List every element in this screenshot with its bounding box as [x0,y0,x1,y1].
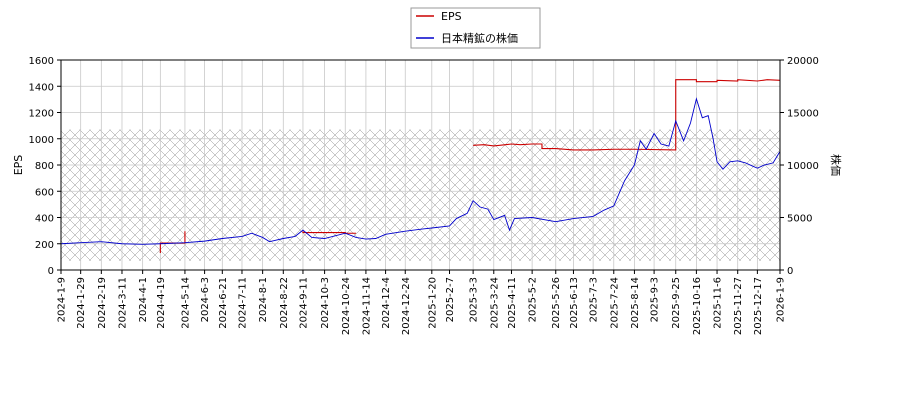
x-tick-label: 2025-9-3 [650,277,661,322]
y-right-tick-label: 15000 [787,109,819,120]
y-left-tick-label: 600 [35,187,54,198]
y-left-tick-label: 1200 [29,109,54,120]
x-tick-label: 2025-11-6 [713,277,724,329]
shaded-band [61,129,780,261]
y-left-tick-label: 1000 [29,135,54,146]
legend: EPS 日本精鉱の株価 [410,7,541,49]
y-right-tick-label: 5000 [787,214,812,225]
x-tick-label: 2024-9-11 [298,277,309,329]
x-tick-label: 2024-10-24 [341,277,352,335]
x-tick-label: 2025-8-14 [630,277,641,329]
y-left-tick-label: 1600 [29,56,54,67]
x-tick-label: 2025-3-24 [489,277,500,329]
x-tick-label: 2024-7-11 [237,277,248,329]
y-right-axis: 0 5000 10000 15000 20000 [780,56,819,277]
x-tick-label: 2024-1-9 [57,277,68,322]
x-tick-label: 2024-8-1 [258,277,269,322]
x-tick-label: 2025-7-24 [609,277,620,329]
legend-stock-price-label: 日本精鉱の株価 [441,31,518,45]
series-line-stock-price [60,97,781,245]
y-right-label: 株価 [829,154,843,176]
x-tick-label: 2024-6-21 [218,277,229,329]
x-tick-label: 2024-4-1 [138,277,149,322]
y-left-tick-label: 200 [35,240,54,251]
y-right-tick-label: 0 [787,266,793,277]
x-tick-label: 2024-8-22 [279,277,290,329]
x-tick-label: 2025-6-13 [569,277,580,329]
y-right-tick-label: 20000 [787,56,819,67]
x-tick-label: 2025-5-26 [551,277,562,329]
x-tick-label: 2026-1-9 [776,277,787,322]
legend-box [410,7,541,49]
y-left-tick-label: 1400 [29,82,54,93]
y-left-axis: 0 200 400 600 800 1000 1200 1400 1600 [29,56,61,277]
x-tick-label: 2024-6-3 [200,277,211,322]
x-axis: 2024-1-9 2024-1-29 2024-2-19 2024-3-11 2024-… [57,270,787,335]
x-tick-label: 2025-4-11 [507,277,518,329]
x-tick-label: 2025-7-3 [589,277,600,322]
series-lines [60,79,781,253]
y-right-tick-label: 10000 [787,161,819,172]
x-tick-label: 2025-1-20 [427,277,438,329]
x-tick-label: 2024-5-14 [180,277,191,329]
legend-eps-label: EPS [441,10,462,23]
x-tick-label: 2024-3-11 [117,277,128,329]
x-tick-label: 2024-1-29 [76,277,87,329]
x-tick-label: 2025-3-3 [469,277,480,322]
x-tick-label: 2024-2-19 [97,277,108,329]
x-tick-label: 2025-2-7 [445,277,456,322]
x-tick-label: 2025-9-25 [671,277,682,329]
x-tick-label: 2024-12-24 [401,277,412,335]
x-tick-label: 2025-5-2 [528,277,539,322]
y-left-label: EPS [12,155,25,176]
x-tick-label: 2025-10-16 [692,277,703,335]
x-tick-label: 2024-11-14 [361,277,372,335]
y-left-tick-label: 0 [48,266,54,277]
y-left-tick-label: 400 [35,214,54,225]
x-tick-label: 2025-11-27 [733,277,744,335]
y-left-tick-label: 800 [35,161,54,172]
x-tick-label: 2024-12-4 [381,277,392,329]
x-tick-label: 2024-10-3 [320,277,331,329]
x-tick-label: 2024-4-19 [156,277,167,329]
x-tick-label: 2025-12-17 [753,277,764,335]
